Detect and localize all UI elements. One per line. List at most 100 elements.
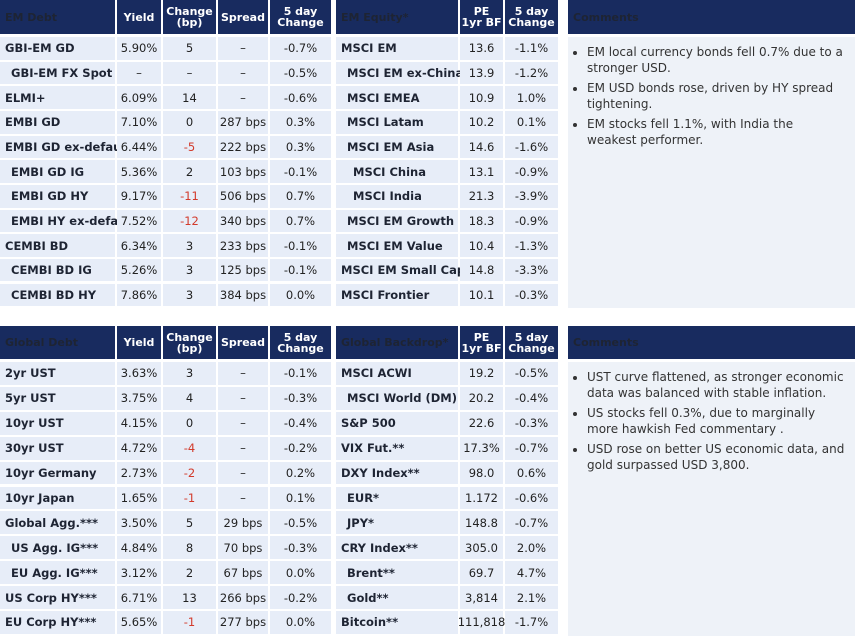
row-label: Brent** bbox=[336, 561, 458, 585]
comments-header: Comments bbox=[568, 0, 855, 34]
table-cell: 0.7% bbox=[270, 184, 331, 208]
table-cell: -1.1% bbox=[505, 37, 558, 60]
row-label: MSCI Frontier bbox=[336, 283, 458, 307]
header-cell: 5 day Change bbox=[505, 326, 558, 359]
table-cell: -0.9% bbox=[505, 209, 558, 233]
table-cell: -1.6% bbox=[505, 135, 558, 159]
table-cell: 9.17% bbox=[117, 184, 161, 208]
table-cell: 0.1% bbox=[270, 486, 331, 510]
header-cell: Change (bp) bbox=[163, 326, 216, 359]
header-text: Change bbox=[277, 16, 324, 29]
table-cell: 0.6% bbox=[505, 461, 558, 485]
row-label: S&P 500 bbox=[336, 411, 458, 435]
comment-bullet: EM USD bonds rose, driven by HY spread t… bbox=[587, 81, 845, 112]
comment-list: EM local currency bonds fell 0.7% due to… bbox=[576, 45, 845, 148]
table-cell: 5.65% bbox=[117, 611, 161, 634]
table-cell: 14.6 bbox=[460, 135, 503, 159]
table-cell: 10.4 bbox=[460, 234, 503, 257]
table-cell: 266 bps bbox=[218, 586, 268, 609]
table-cell: 6.71% bbox=[117, 586, 161, 609]
header-text: Global Backdrop* bbox=[341, 336, 449, 349]
table-cell: 13.6 bbox=[460, 37, 503, 60]
table-cell: -0.1% bbox=[270, 160, 331, 183]
table-cell: -5 bbox=[163, 135, 216, 159]
table-cell: 17.3% bbox=[460, 436, 503, 460]
row-label: MSCI India bbox=[336, 184, 458, 208]
table-cell: 1.172 bbox=[460, 486, 503, 510]
row-label: MSCI EM ex-China bbox=[336, 61, 463, 85]
comments-body: UST curve flattened, as stronger economi… bbox=[568, 362, 855, 636]
table-cell: 4.7% bbox=[505, 561, 558, 585]
row-label: MSCI ACWI bbox=[336, 362, 458, 385]
row-label: EU Agg. IG*** bbox=[0, 561, 115, 585]
table-cell: 19.2 bbox=[460, 362, 503, 385]
header-text: (bp) bbox=[176, 16, 203, 29]
table-cell: 0 bbox=[163, 411, 216, 435]
table-cell: -1 bbox=[163, 611, 216, 634]
table-cell: 2.73% bbox=[117, 461, 161, 485]
table-cell: 67 bps bbox=[218, 561, 268, 585]
row-label: EU Corp HY*** bbox=[0, 611, 115, 634]
table-cell: 10.2 bbox=[460, 110, 503, 134]
table-cell: 70 bps bbox=[218, 536, 268, 560]
row-label: EMBI GD HY bbox=[0, 184, 115, 208]
comment-list: UST curve flattened, as stronger economi… bbox=[576, 370, 845, 473]
table-cell: 5 bbox=[163, 511, 216, 535]
table-cell: -1.3% bbox=[505, 234, 558, 257]
table-cell: 0.0% bbox=[270, 611, 331, 634]
table-cell: 13.1 bbox=[460, 160, 503, 183]
table-cell: 4.15% bbox=[117, 411, 161, 435]
table-cell: – bbox=[117, 61, 161, 85]
header-cell: Yield bbox=[117, 326, 161, 359]
table-cell: 8 bbox=[163, 536, 216, 560]
table-cell: – bbox=[218, 461, 268, 485]
header-cell: EM Equity* bbox=[336, 0, 458, 34]
table-cell: – bbox=[218, 61, 268, 85]
table-cell: 98.0 bbox=[460, 461, 503, 485]
header-text: Global Debt bbox=[5, 336, 78, 349]
table-cell: 222 bps bbox=[218, 135, 268, 159]
comment-bullet: EM stocks fell 1.1%, with India the weak… bbox=[587, 117, 845, 148]
table-cell: -0.4% bbox=[270, 411, 331, 435]
header-text: Change bbox=[166, 330, 213, 344]
table-cell: 6.09% bbox=[117, 86, 161, 109]
table-cell: 5.26% bbox=[117, 258, 161, 282]
table-cell: 6.34% bbox=[117, 234, 161, 257]
table-cell: 111,818 bbox=[458, 611, 505, 634]
table-cell: -4 bbox=[163, 436, 216, 460]
table-cell: – bbox=[218, 86, 268, 109]
row-label: EMBI GD IG bbox=[0, 160, 115, 183]
table-cell: 277 bps bbox=[218, 611, 268, 634]
header-text: Change bbox=[277, 341, 324, 355]
table-cell: -1 bbox=[163, 486, 216, 510]
header-text: 5 day bbox=[514, 5, 549, 18]
header-cell: EM Debt bbox=[0, 0, 115, 34]
table-cell: -0.5% bbox=[270, 511, 331, 535]
table-cell: 13 bbox=[163, 586, 216, 609]
row-label: 10yr UST bbox=[0, 411, 115, 435]
table-cell: 21.3 bbox=[460, 184, 503, 208]
table-cell: 506 bps bbox=[218, 184, 268, 208]
table-cell: -2 bbox=[163, 461, 216, 485]
header-cell: PE 1yr BF bbox=[460, 326, 503, 359]
table-cell: 103 bps bbox=[218, 160, 268, 183]
table-cell: -1.7% bbox=[505, 611, 558, 634]
row-label: EMBI HY ex-default bbox=[0, 209, 136, 233]
row-label: 5yr UST bbox=[0, 386, 115, 410]
table-cell: 3 bbox=[163, 362, 216, 385]
table-cell: 3 bbox=[163, 258, 216, 282]
row-label: CEMBI BD bbox=[0, 234, 115, 257]
row-label: MSCI EMEA bbox=[336, 86, 458, 109]
header-text: 1yr BF bbox=[461, 16, 502, 29]
table-cell: 148.8 bbox=[460, 511, 503, 535]
table-cell: 4 bbox=[163, 386, 216, 410]
table-cell: -0.6% bbox=[270, 86, 331, 109]
table-cell: -0.3% bbox=[505, 283, 558, 307]
table-cell: -11 bbox=[163, 184, 216, 208]
comment-bullet: USD rose on better US economic data, and… bbox=[587, 442, 845, 473]
table-cell: 5 bbox=[163, 37, 216, 60]
header-text: Spread bbox=[221, 10, 265, 24]
comments-header: Comments bbox=[568, 326, 855, 359]
table-cell: 3 bbox=[163, 234, 216, 257]
table-cell: 6.44% bbox=[117, 135, 161, 159]
